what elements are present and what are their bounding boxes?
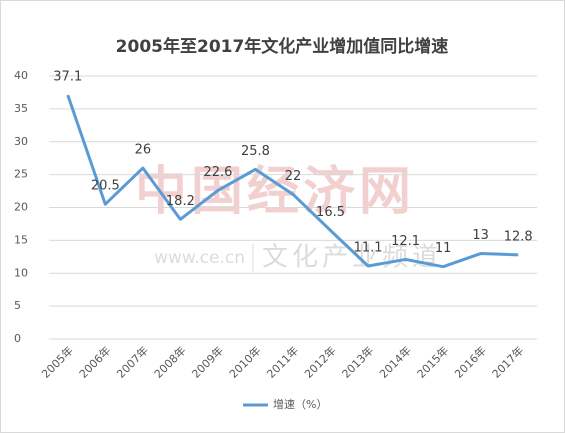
data-label: 13 [472, 228, 489, 243]
legend-label: 增速（%） [273, 397, 327, 411]
y-tick-label: 10 [14, 266, 28, 279]
data-label: 12.8 [504, 229, 533, 244]
data-label: 11 [435, 241, 452, 256]
chart-title: 2005年至2017年文化产业增加值同比增速 [116, 36, 449, 57]
data-label: 37.1 [53, 70, 82, 85]
data-label: 16.5 [316, 205, 345, 220]
watermark-logo: 中国经济网 [135, 162, 415, 222]
y-tick-label: 0 [14, 332, 21, 345]
y-tick-label: 30 [14, 135, 28, 148]
watermark-site: www.ce.cn [154, 248, 245, 268]
y-tick-label: 5 [14, 299, 21, 312]
y-tick-label: 15 [14, 233, 28, 246]
y-tick-label: 35 [14, 102, 28, 115]
data-label: 22 [285, 169, 302, 184]
y-tick-label: 20 [14, 201, 28, 214]
data-line [66, 94, 519, 269]
data-label: 22.6 [203, 165, 232, 180]
y-tick-label: 25 [14, 168, 28, 181]
data-label: 25.8 [241, 144, 270, 159]
data-label: 12.1 [391, 234, 420, 249]
y-tick-label: 40 [14, 69, 28, 82]
data-label: 11.1 [354, 241, 383, 256]
data-label: 18.2 [166, 194, 195, 209]
data-label: 26 [135, 143, 152, 158]
data-label: 20.5 [91, 179, 120, 194]
